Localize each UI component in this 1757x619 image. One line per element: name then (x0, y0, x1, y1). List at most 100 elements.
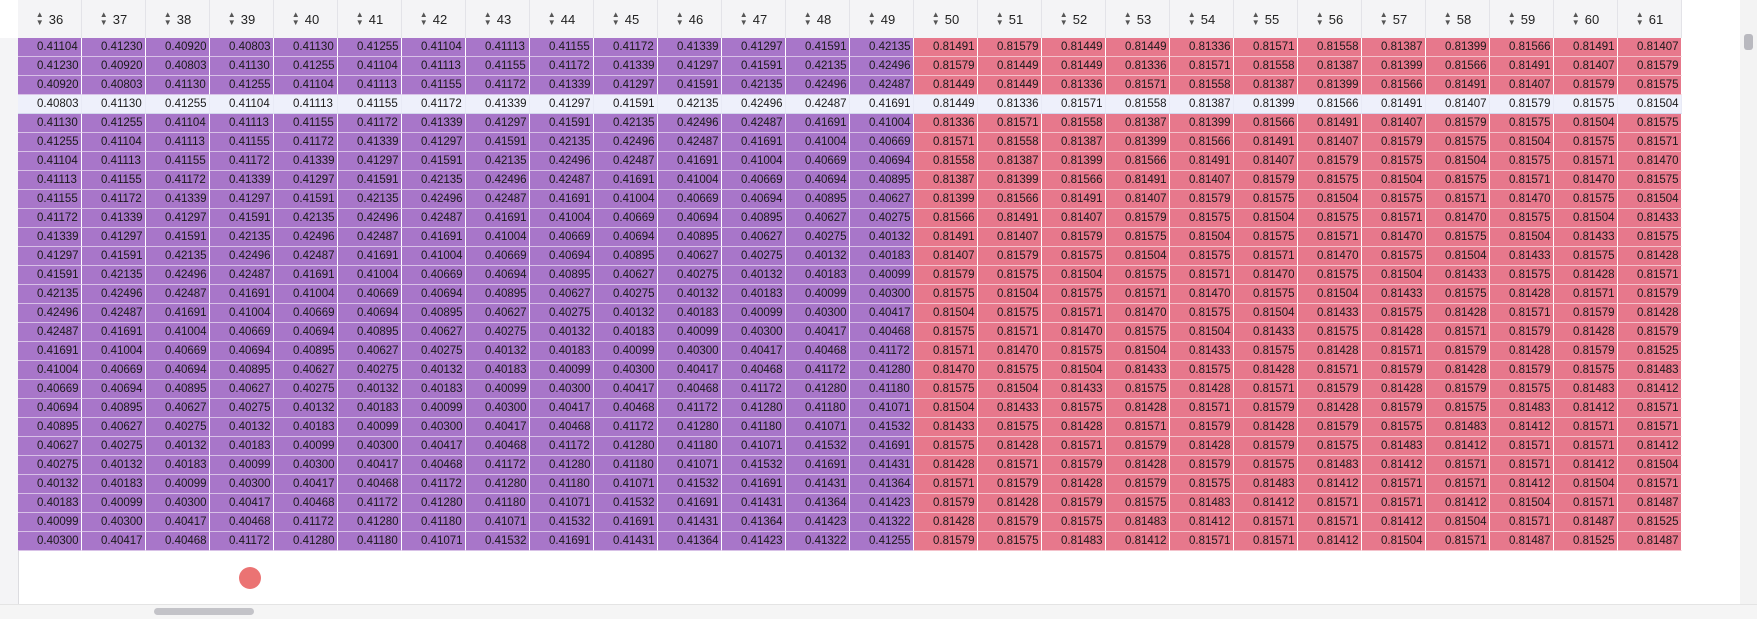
table-cell[interactable]: 0.40803 (210, 38, 274, 57)
table-cell[interactable]: 0.41104 (82, 133, 146, 152)
table-cell[interactable]: 0.42135 (402, 171, 466, 190)
column-header-44[interactable]: ▲ ▼ 44 (530, 0, 594, 38)
table-cell[interactable]: 0.81571 (1106, 418, 1170, 437)
table-cell[interactable]: 0.81579 (1618, 323, 1682, 342)
table-cell[interactable]: 0.81412 (1618, 437, 1682, 456)
table-cell[interactable]: 0.81412 (1426, 494, 1490, 513)
table-cell[interactable]: 0.41591 (722, 57, 786, 76)
table-cell[interactable]: 0.41423 (786, 513, 850, 532)
table-cell[interactable]: 0.81449 (1042, 38, 1106, 57)
table-cell[interactable]: 0.81575 (1362, 190, 1426, 209)
table-cell[interactable]: 0.40920 (82, 57, 146, 76)
table-cell[interactable]: 0.81504 (978, 380, 1042, 399)
table-cell[interactable]: 0.41431 (722, 494, 786, 513)
table-cell[interactable]: 0.81491 (1426, 76, 1490, 95)
table-cell[interactable]: 0.40275 (210, 399, 274, 418)
table-cell[interactable]: 0.41004 (786, 133, 850, 152)
table-cell[interactable]: 0.81575 (1042, 247, 1106, 266)
table-cell[interactable]: 0.81579 (1426, 342, 1490, 361)
table-cell[interactable]: 0.41532 (594, 494, 658, 513)
table-cell[interactable]: 0.81407 (978, 228, 1042, 247)
table-cell[interactable]: 0.40300 (274, 456, 338, 475)
table-cell[interactable]: 0.40694 (786, 171, 850, 190)
table-cell[interactable]: 0.40183 (786, 266, 850, 285)
table-cell[interactable]: 0.42135 (594, 114, 658, 133)
table-cell[interactable]: 0.81575 (1106, 323, 1170, 342)
table-cell[interactable]: 0.41113 (18, 171, 82, 190)
table-cell[interactable]: 0.81575 (1042, 285, 1106, 304)
sort-updown-icon[interactable]: ▲ ▼ (867, 10, 876, 27)
table-row[interactable]: 0.42135 0.42496 0.42487 0.41691 0.41004 0.406… (18, 285, 1682, 304)
table-cell[interactable]: 0.81483 (1234, 475, 1298, 494)
table-row[interactable]: 0.40300 0.40417 0.40468 0.41172 0.41280 0.411… (18, 532, 1682, 551)
table-cell[interactable]: 0.42135 (18, 285, 82, 304)
table-cell[interactable]: 0.40803 (146, 57, 210, 76)
table-cell[interactable]: 0.40669 (530, 228, 594, 247)
table-cell[interactable]: 0.81579 (1042, 494, 1106, 513)
table-cell[interactable]: 0.81504 (1170, 323, 1234, 342)
table-cell[interactable]: 0.81412 (1234, 494, 1298, 513)
table-cell[interactable]: 0.42496 (530, 152, 594, 171)
table-cell[interactable]: 0.41691 (786, 114, 850, 133)
table-row[interactable]: 0.40669 0.40694 0.40895 0.40627 0.40275 0.401… (18, 380, 1682, 399)
table-cell[interactable]: 0.81566 (1234, 114, 1298, 133)
table-cell[interactable]: 0.81571 (1170, 532, 1234, 551)
table-cell[interactable]: 0.42135 (210, 228, 274, 247)
table-cell[interactable]: 0.81387 (1298, 57, 1362, 76)
table-cell[interactable]: 0.81571 (1426, 456, 1490, 475)
table-cell[interactable]: 0.81575 (1298, 209, 1362, 228)
table-cell[interactable]: 0.42135 (274, 209, 338, 228)
table-cell[interactable]: 0.41172 (402, 475, 466, 494)
table-cell[interactable]: 0.81491 (1042, 190, 1106, 209)
table-cell[interactable]: 0.41532 (722, 456, 786, 475)
table-cell[interactable]: 0.40099 (82, 494, 146, 513)
table-cell[interactable]: 0.41004 (146, 323, 210, 342)
table-cell[interactable]: 0.40275 (530, 304, 594, 323)
table-cell[interactable]: 0.81387 (1042, 133, 1106, 152)
table-cell[interactable]: 0.81575 (1170, 304, 1234, 323)
table-cell[interactable]: 0.42496 (850, 57, 914, 76)
table-cell[interactable]: 0.81412 (1298, 475, 1362, 494)
table-cell[interactable]: 0.40895 (850, 171, 914, 190)
table-cell[interactable]: 0.40627 (274, 361, 338, 380)
table-cell[interactable]: 0.41172 (786, 361, 850, 380)
table-cell[interactable]: 0.81575 (1490, 209, 1554, 228)
table-cell[interactable]: 0.81483 (1490, 399, 1554, 418)
table-cell[interactable]: 0.40669 (274, 304, 338, 323)
horizontal-scrollbar[interactable] (0, 604, 1757, 619)
table-cell[interactable]: 0.81571 (1618, 399, 1682, 418)
table-cell[interactable]: 0.42135 (786, 57, 850, 76)
table-cell[interactable]: 0.81387 (1170, 95, 1234, 114)
table-row[interactable]: 0.40275 0.40132 0.40183 0.40099 0.40300 0.404… (18, 456, 1682, 475)
table-cell[interactable]: 0.40417 (274, 475, 338, 494)
table-cell[interactable]: 0.41004 (82, 342, 146, 361)
table-cell[interactable]: 0.81428 (1426, 304, 1490, 323)
table-cell[interactable]: 0.81571 (1298, 513, 1362, 532)
table-cell[interactable]: 0.81407 (1618, 38, 1682, 57)
table-cell[interactable]: 0.81399 (1234, 95, 1298, 114)
table-cell[interactable]: 0.42487 (338, 228, 402, 247)
table-cell[interactable]: 0.41431 (658, 513, 722, 532)
table-cell[interactable]: 0.40300 (338, 437, 402, 456)
column-header-53[interactable]: ▲ ▼ 53 (1106, 0, 1170, 38)
table-cell[interactable]: 0.81575 (978, 304, 1042, 323)
table-cell[interactable]: 0.81428 (1042, 475, 1106, 494)
table-cell[interactable]: 0.41172 (402, 95, 466, 114)
table-cell[interactable]: 0.41280 (338, 513, 402, 532)
table-cell[interactable]: 0.42487 (82, 304, 146, 323)
table-cell[interactable]: 0.81399 (1106, 133, 1170, 152)
table-cell[interactable]: 0.40300 (722, 323, 786, 342)
table-cell[interactable]: 0.81412 (1618, 380, 1682, 399)
table-cell[interactable]: 0.41130 (18, 114, 82, 133)
table-cell[interactable]: 0.40895 (594, 247, 658, 266)
table-cell[interactable]: 0.81575 (1426, 399, 1490, 418)
table-cell[interactable]: 0.40132 (82, 456, 146, 475)
column-header-42[interactable]: ▲ ▼ 42 (402, 0, 466, 38)
table-cell[interactable]: 0.41339 (18, 228, 82, 247)
table-cell[interactable]: 0.81491 (1106, 171, 1170, 190)
table-cell[interactable]: 0.40468 (594, 399, 658, 418)
sort-updown-icon[interactable]: ▲ ▼ (931, 10, 940, 27)
table-cell[interactable]: 0.41591 (338, 171, 402, 190)
table-cell[interactable]: 0.40627 (850, 190, 914, 209)
table-cell[interactable]: 0.81449 (1042, 57, 1106, 76)
